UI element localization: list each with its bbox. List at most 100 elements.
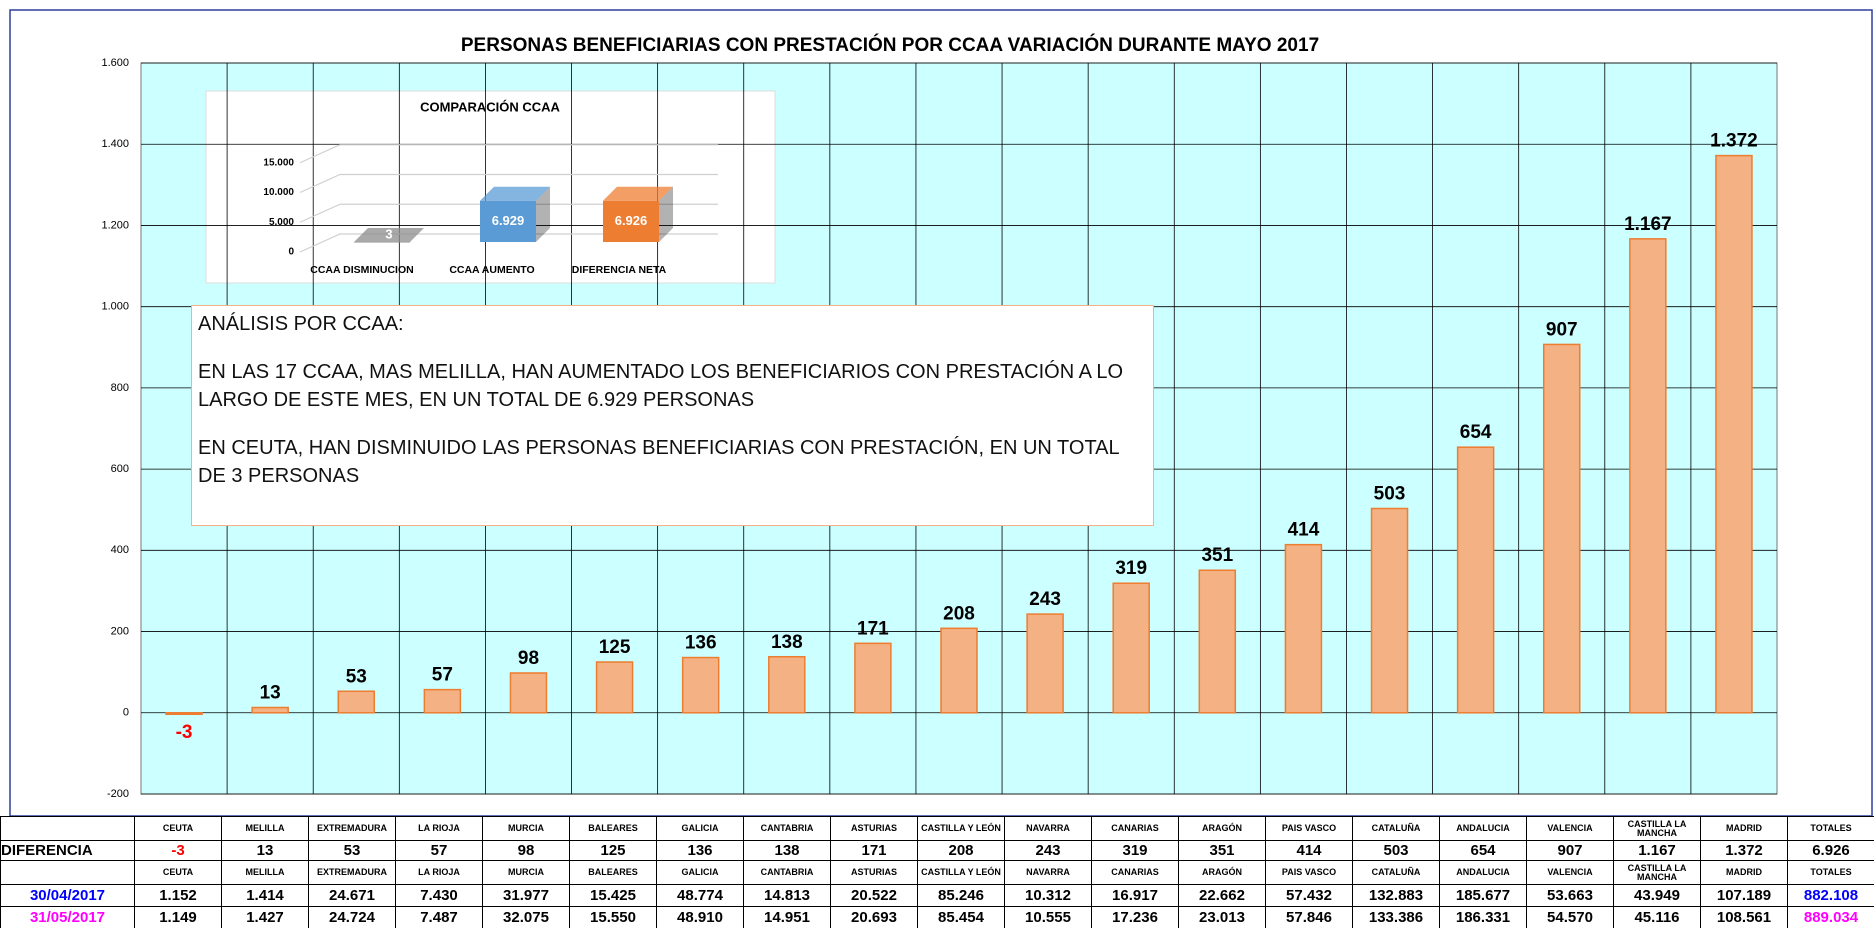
data-label: 125 <box>599 637 631 658</box>
cell: 10.312 <box>1004 884 1092 907</box>
bar-front <box>480 200 536 242</box>
cell: 138 <box>743 840 831 861</box>
cell: 125 <box>569 840 657 861</box>
data-label: 907 <box>1546 319 1578 340</box>
y-tick-label: 15.000 <box>263 157 294 168</box>
cell: 907 <box>1526 840 1614 861</box>
column-header: BALEARES <box>569 860 657 885</box>
text-box-title: ANÁLISIS POR CCAA: <box>198 313 404 335</box>
column-header: BALEARES <box>569 816 657 841</box>
column-header: CASTILLA LA MANCHA <box>1613 816 1701 841</box>
bar-side <box>659 186 673 242</box>
cell: 20.693 <box>830 906 918 928</box>
cell: 48.910 <box>656 906 744 928</box>
text-box: ANÁLISIS POR CCAA: EN LAS 17 CCAA, MAS M… <box>191 305 1154 526</box>
cell: 1.149 <box>134 906 222 928</box>
data-row: 31/05/2017 1.149 1.427 24.724 7.487 32.075 15.… <box>0 906 1874 928</box>
column-header: ARAGÓN <box>1178 860 1266 885</box>
cell: 48.774 <box>656 884 744 907</box>
column-header: CATALUÑA <box>1352 860 1440 885</box>
data-label: 1.167 <box>1624 214 1672 235</box>
bar <box>854 642 892 714</box>
cell: 85.454 <box>917 906 1005 928</box>
cell: 7.487 <box>395 906 483 928</box>
y-tick-label: 1.600 <box>101 57 129 69</box>
data-label: 171 <box>857 618 889 639</box>
column-header: CANTABRIA <box>743 816 831 841</box>
bar-front <box>354 241 410 243</box>
column-header: CANARIAS <box>1091 860 1179 885</box>
cell: 53.663 <box>1526 884 1614 907</box>
data-label: 414 <box>1288 520 1320 541</box>
column-header: NAVARRA <box>1004 860 1092 885</box>
text-box-paragraph: EN LAS 17 CCAA, MAS MELILLA, HAN AUMENTA… <box>198 361 1124 411</box>
cell: 22.662 <box>1178 884 1266 907</box>
data-label: 208 <box>943 603 975 624</box>
column-header: ARAGÓN <box>1178 816 1266 841</box>
column-header: TOTALES <box>1787 860 1874 885</box>
column-header: CANTABRIA <box>743 860 831 885</box>
cell: 43.949 <box>1613 884 1701 907</box>
cell: 132.883 <box>1352 884 1440 907</box>
cell: 1.167 <box>1613 840 1701 861</box>
data-label: 351 <box>1201 545 1233 566</box>
bar-3d <box>354 227 424 243</box>
cell: 31.977 <box>482 884 570 907</box>
data-label: 53 <box>346 666 367 687</box>
bar <box>1629 238 1667 714</box>
text-box-paragraph: EN CEUTA, HAN DISMINUIDO LAS PERSONAS BE… <box>198 437 1119 487</box>
bar <box>768 655 806 714</box>
column-header: MURCIA <box>482 816 570 841</box>
bar <box>595 661 634 714</box>
data-label: 57 <box>432 665 453 686</box>
cell: 10.555 <box>1004 906 1092 928</box>
column-header: VALENCIA <box>1526 860 1614 885</box>
cell: 171 <box>830 840 918 861</box>
cell: 108.561 <box>1700 906 1788 928</box>
column-header: LA RIOJA <box>395 860 483 885</box>
column-header: MADRID <box>1700 816 1788 841</box>
y-tick-label: 400 <box>111 544 129 556</box>
cell: 889.034 <box>1787 906 1874 928</box>
y-tick-label: 10.000 <box>263 187 294 198</box>
cell: 414 <box>1265 840 1353 861</box>
row-header <box>0 816 135 841</box>
bar <box>1026 613 1064 714</box>
cell: 1.414 <box>221 884 309 907</box>
cell: 32.075 <box>482 906 570 928</box>
data-label: 98 <box>518 648 539 669</box>
cell: 133.386 <box>1352 906 1440 928</box>
bar <box>423 688 462 714</box>
row-header <box>0 860 135 885</box>
row-header: 31/05/2017 <box>0 906 135 928</box>
column-header: ASTURIAS <box>830 860 918 885</box>
data-label: 138 <box>771 632 803 653</box>
column-header: MELILLA <box>221 860 309 885</box>
cell: 1.152 <box>134 884 222 907</box>
column-header: MELILLA <box>221 816 309 841</box>
column-header: NAVARRA <box>1004 816 1092 841</box>
cell: 16.917 <box>1091 884 1179 907</box>
y-tick-label: -200 <box>107 788 129 800</box>
data-label: 319 <box>1115 558 1147 579</box>
bar <box>1112 582 1150 714</box>
cell: 15.550 <box>569 906 657 928</box>
chart-title: PERSONAS BENEFICIARIAS CON PRESTACIÓN PO… <box>461 34 1319 56</box>
bar <box>1370 507 1409 714</box>
y-tick-label: 5.000 <box>269 217 294 228</box>
y-tick-label: 200 <box>111 625 129 637</box>
cell: 57 <box>395 840 483 861</box>
bar <box>337 690 376 714</box>
bar <box>1542 343 1581 714</box>
grid-line <box>299 173 718 194</box>
y-tick-label: 1.000 <box>101 301 129 313</box>
bar <box>940 627 978 714</box>
bar-front <box>603 200 659 242</box>
y-tick-label: 800 <box>111 382 129 394</box>
cell: 57.432 <box>1265 884 1353 907</box>
column-header: LA RIOJA <box>395 816 483 841</box>
data-label: 6.926 <box>615 213 648 228</box>
column-header: CASTILLA Y LEÓN <box>917 816 1005 841</box>
cell: 654 <box>1439 840 1527 861</box>
column-header: CATALUÑA <box>1352 816 1440 841</box>
